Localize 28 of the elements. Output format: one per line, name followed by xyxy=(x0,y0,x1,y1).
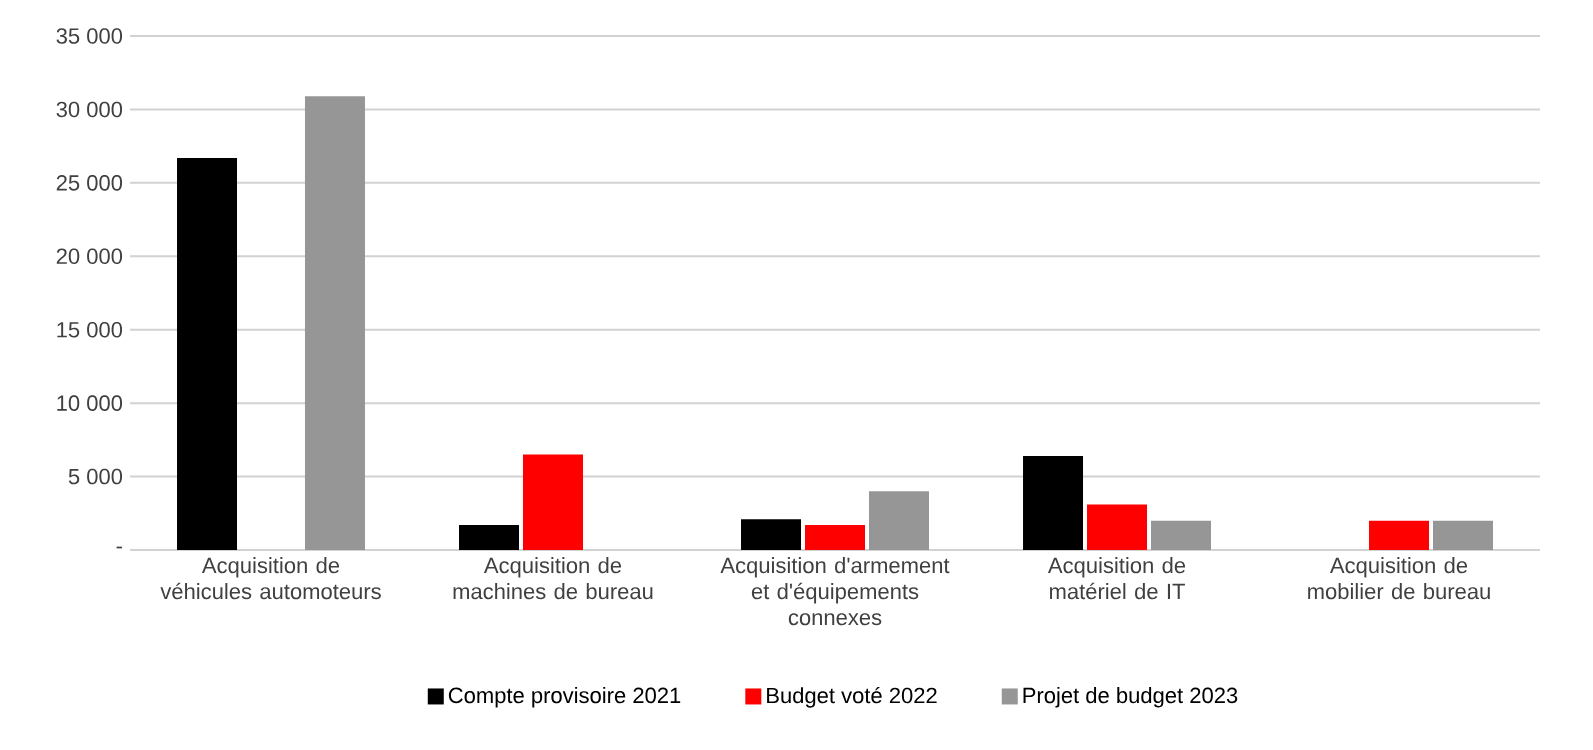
bar xyxy=(177,157,238,550)
y-tick-label: - xyxy=(116,546,122,549)
bar xyxy=(1150,520,1211,550)
bar xyxy=(805,525,866,550)
legend-label: Budget voté 2022 xyxy=(767,686,937,708)
y-tick-label: 15 000 xyxy=(57,321,123,338)
x-tick-label: Acquisition de machines de bureau xyxy=(453,557,653,600)
y-tick-label: 10 000 xyxy=(57,395,123,411)
x-tick-label: Acquisition de matériel de IT xyxy=(1047,557,1186,600)
bar xyxy=(868,491,929,550)
bar xyxy=(741,519,802,550)
y-tick-label: 20 000 xyxy=(56,248,123,265)
y-tick-label: 25 000 xyxy=(56,175,123,191)
bar xyxy=(459,525,520,550)
x-tick-label: Acquisition d'armement et d'équipements connexes xyxy=(720,557,950,626)
bar xyxy=(1023,456,1084,550)
y-tick-label: 5 000 xyxy=(68,468,123,485)
y-tick-label: 35 000 xyxy=(56,28,123,44)
bar xyxy=(304,96,365,550)
x-tick-label: Acquisition de véhicules automoteurs xyxy=(160,557,381,600)
bar xyxy=(523,454,584,550)
bar xyxy=(1433,520,1493,550)
legend-label: Projet de budget 2023 xyxy=(1023,687,1238,708)
bar xyxy=(1369,520,1430,550)
legend-label: Compte provisoire 2021 xyxy=(448,687,681,708)
bar xyxy=(1087,504,1148,550)
y-tick-label: 30 000 xyxy=(56,101,123,118)
x-tick-label: Acquisition de mobilier de bureau xyxy=(1308,557,1490,600)
